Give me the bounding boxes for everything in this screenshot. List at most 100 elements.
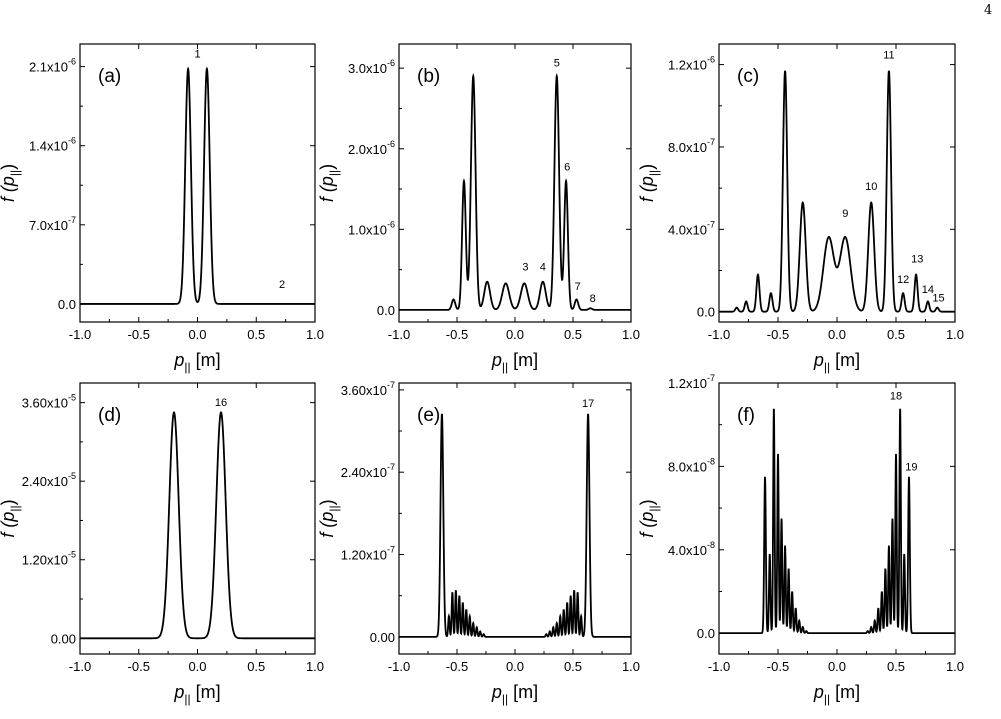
peak-annotation: 14 [922,284,934,296]
x-tick-label: 1.0 [306,327,324,342]
y-tick-label: 3.60x10-7 [341,380,395,398]
x-tick-label: -0.5 [128,327,150,342]
x-tick-label: -1.0 [388,327,410,342]
y-tick-label: 0.00 [370,630,395,645]
x-tick-label: 1.0 [622,659,640,674]
x-tick-label: 0.0 [506,659,524,674]
x-tick-label: 0.0 [506,327,524,342]
x-tick-label: 0.5 [887,659,905,674]
peak-annotation: 1 [194,49,200,61]
data-series-line [719,70,955,313]
panel-label: (a) [98,66,121,87]
peak-annotation: 8 [590,293,596,305]
x-tick-label: -0.5 [128,659,150,674]
y-axis-label: f (p||) [317,499,341,537]
y-tick-label: 1.20x10-5 [22,550,76,568]
peak-annotation: 12 [897,274,909,286]
x-tick-label: -1.0 [708,327,730,342]
y-axis-label: f (p||) [0,499,22,537]
peak-annotation: 5 [554,58,560,70]
y-tick-label: 0.00 [51,631,76,646]
peak-annotation: 15 [932,292,944,304]
x-tick-label: -0.5 [767,327,789,342]
x-tick-label: 1.0 [946,659,964,674]
x-tick-label: 0.0 [188,659,206,674]
chart-panel-a: -1.0 -0.5 0.0 0.5 1.0 0.0 7.0x10-7 1.4x10-6 2.1x… [0,43,324,374]
x-axis-label: p|| [m] [173,682,220,706]
x-tick-label: -1.0 [388,659,410,674]
y-tick-label: 0.0 [58,297,76,312]
y-tick-label: 4.0x10-8 [668,540,715,558]
chart-panel-f: -1.0 -0.5 0.0 0.5 1.0 0.0 4.0x10-8 8.0x10-8 1.2x… [637,373,964,706]
y-tick-label: 1.2x10-6 [668,55,715,73]
peak-annotation: 17 [582,398,594,410]
panel-label: (c) [737,66,759,87]
y-tick-label: 4.0x10-7 [668,219,715,237]
peak-annotation: 6 [564,162,570,174]
x-tick-label: 0.5 [247,327,265,342]
x-tick-label: 0.5 [887,327,905,342]
x-tick-label: 0.0 [828,327,846,342]
peak-annotation: 10 [865,181,877,193]
data-series-line [399,413,631,638]
y-tick-label: 3.60x10-5 [22,393,76,411]
x-axis-label: p|| [m] [491,682,538,706]
data-series-line [399,72,631,311]
x-tick-label: 1.0 [946,327,964,342]
y-axis-label: f (p||) [637,499,661,537]
y-axis-label: f (p||) [637,164,661,202]
peak-annotation: 3 [522,261,528,273]
x-tick-label: 0.0 [828,659,846,674]
peak-annotation: 7 [575,281,581,293]
y-tick-label: 1.0x10-6 [348,219,395,237]
x-axis-label: p|| [m] [813,682,860,706]
y-tick-label: 0.0 [697,305,715,320]
panel-label: (e) [417,405,440,426]
x-tick-label: -1.0 [69,327,91,342]
peak-annotation: 11 [883,49,894,61]
peak-annotation: 4 [540,261,546,273]
y-tick-label: 8.0x10-8 [668,456,715,474]
x-tick-label: 0.5 [564,327,582,342]
x-axis-label: p|| [m] [813,350,860,374]
y-tick-label: 7.0x10-7 [29,215,76,233]
y-tick-label: 3.0x10-6 [348,58,395,76]
x-axis-label: p|| [m] [491,350,538,374]
y-tick-label: 8.0x10-7 [668,137,715,155]
y-tick-label: 2.40x10-5 [22,471,76,489]
panel-label: (f) [737,405,755,426]
data-series-line [80,411,315,640]
peak-annotation: 16 [215,397,227,409]
y-tick-label: 1.4x10-6 [29,136,76,154]
chart-panel-d: -1.0 -0.5 0.0 0.5 1.0 0.00 1.20x10-5 2.40x10-5 3… [0,382,324,706]
x-tick-label: 0.5 [564,659,582,674]
chart-panel-e: -1.0 -0.5 0.0 0.5 1.0 0.00 1.20x10-7 2.40x10-7 3… [317,380,640,706]
x-tick-label: -1.0 [708,659,730,674]
chart-panel-b: -1.0 -0.5 0.0 0.5 1.0 0.0 1.0x10-6 2.0x10-6 3.0x… [317,43,640,374]
x-tick-label: 0.0 [188,327,206,342]
y-axis-label: f (p||) [317,164,341,202]
y-tick-label: 1.20x10-7 [341,545,395,563]
peak-annotation: 2 [279,279,285,291]
x-tick-label: -0.5 [446,327,468,342]
panel-label: (d) [98,405,121,426]
data-series-line [719,408,955,635]
peak-annotation: 13 [911,253,923,265]
y-tick-label: 1.2x10-7 [668,373,715,391]
y-tick-label: 0.0 [377,303,395,318]
peak-annotation: 19 [905,462,917,474]
y-tick-label: 2.0x10-6 [348,139,395,157]
x-tick-label: -1.0 [69,659,91,674]
page-number: 4 [984,3,993,18]
peak-annotation: 18 [890,391,902,403]
data-series-line [80,66,315,305]
x-tick-label: 0.5 [247,659,265,674]
x-tick-label: 1.0 [306,659,324,674]
x-tick-label: -0.5 [446,659,468,674]
peak-annotation: 9 [842,208,848,220]
x-tick-label: -0.5 [767,659,789,674]
y-tick-label: 2.1x10-6 [29,57,76,75]
panel-label: (b) [417,66,440,87]
y-axis-label: f (p||) [0,164,22,202]
